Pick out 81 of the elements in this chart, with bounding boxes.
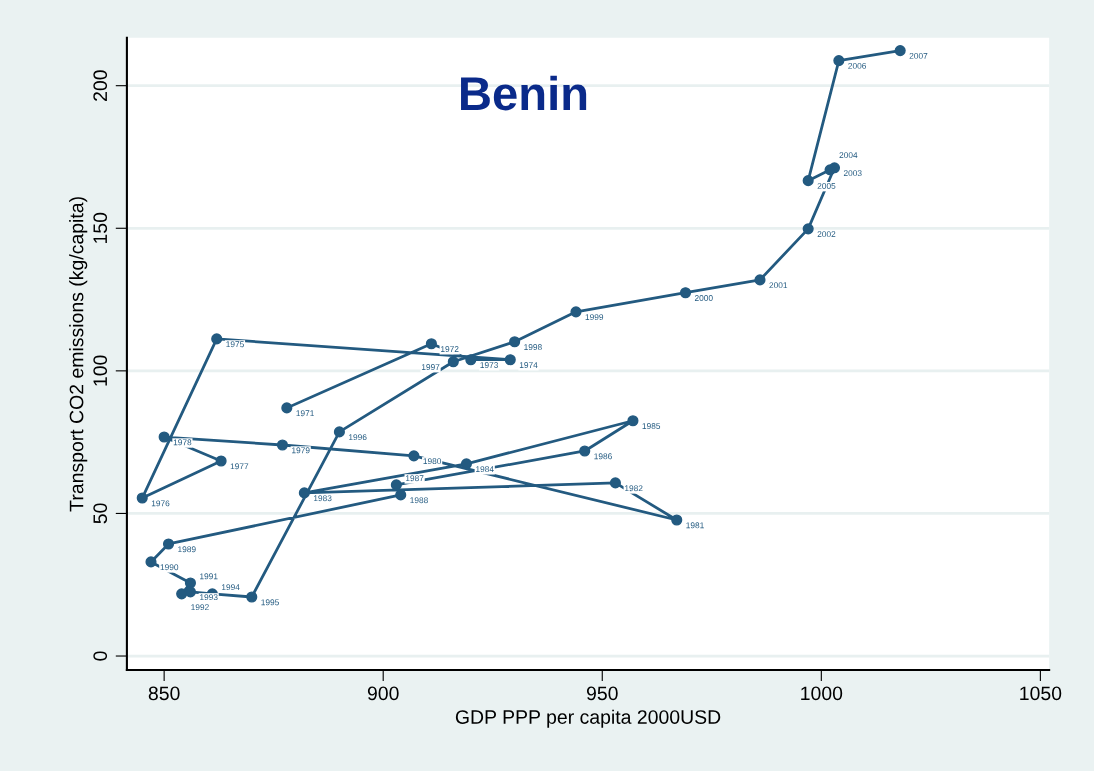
point bbox=[447, 356, 459, 368]
annotation: 1996 bbox=[349, 434, 367, 441]
point bbox=[504, 354, 516, 366]
x-axis-title: GDP PPP per capita 2000USD bbox=[455, 709, 721, 728]
annotation: 1978 bbox=[173, 439, 192, 446]
annotation: 1993 bbox=[200, 594, 218, 601]
point bbox=[333, 426, 345, 438]
point bbox=[802, 223, 814, 235]
point bbox=[465, 354, 477, 366]
annotation: 1971 bbox=[296, 410, 314, 417]
point bbox=[136, 492, 148, 504]
point bbox=[298, 487, 310, 499]
annotation: 1999 bbox=[585, 314, 604, 321]
x-tick-label: 1050 bbox=[1020, 686, 1062, 701]
annotation: 2002 bbox=[817, 231, 836, 238]
point bbox=[802, 175, 814, 187]
point bbox=[627, 415, 639, 427]
text: Benin bbox=[461, 75, 587, 111]
annotation: 1994 bbox=[221, 584, 240, 591]
point bbox=[833, 55, 845, 67]
annotation: 1972 bbox=[441, 346, 459, 352]
annotation: 1998 bbox=[524, 344, 542, 351]
point bbox=[570, 306, 582, 318]
annotation: 1973 bbox=[480, 362, 498, 368]
annotation: 2000 bbox=[694, 295, 713, 301]
point bbox=[679, 287, 692, 299]
y-tick-label: 150 bbox=[93, 212, 108, 244]
annotation: 2003 bbox=[843, 170, 862, 177]
x-tick-label: 900 bbox=[367, 686, 399, 701]
y-tick-label: 200 bbox=[93, 70, 108, 101]
annotation: 1981 bbox=[686, 522, 704, 529]
annotation: 1992 bbox=[191, 604, 209, 611]
annotation: 1982 bbox=[625, 485, 643, 492]
annotation: 1986 bbox=[594, 453, 612, 460]
annotation: 2005 bbox=[817, 182, 836, 189]
point bbox=[579, 445, 591, 457]
annotation: 1983 bbox=[313, 495, 332, 502]
annotation: 1979 bbox=[292, 447, 310, 454]
annotation: 1988 bbox=[410, 497, 428, 504]
annotation: 2004 bbox=[839, 152, 858, 159]
point bbox=[408, 450, 420, 462]
point bbox=[211, 333, 223, 345]
point bbox=[246, 591, 258, 603]
point bbox=[460, 458, 473, 470]
annotation: 2006 bbox=[848, 62, 867, 69]
x-tick-label: 850 bbox=[148, 686, 180, 701]
point bbox=[509, 336, 521, 348]
annotation: 1990 bbox=[160, 564, 179, 571]
y-axis-title: Transport CO2 emissions (kg/capita) bbox=[69, 197, 88, 512]
point bbox=[215, 455, 227, 467]
x-tick-label: 950 bbox=[586, 686, 618, 701]
x-tick-label: 1000 bbox=[801, 686, 843, 701]
point bbox=[276, 439, 288, 451]
point bbox=[281, 402, 293, 414]
annotation: 1975 bbox=[226, 341, 244, 348]
point bbox=[162, 538, 175, 550]
annotation: 1991 bbox=[200, 573, 218, 580]
annotation: 1989 bbox=[178, 546, 196, 553]
annotation: 1980 bbox=[423, 458, 442, 465]
point bbox=[824, 164, 836, 176]
y-tick-label: 0 bbox=[93, 651, 108, 661]
point bbox=[609, 477, 621, 489]
annotation: 1995 bbox=[261, 599, 279, 606]
y-tick-label: 50 bbox=[93, 503, 108, 524]
annotation: 1985 bbox=[642, 423, 661, 429]
point bbox=[671, 514, 683, 526]
point bbox=[176, 588, 188, 600]
point bbox=[754, 274, 766, 286]
point bbox=[425, 338, 437, 350]
point bbox=[158, 431, 170, 443]
annotation: 1974 bbox=[519, 362, 538, 368]
annotation: 1976 bbox=[151, 500, 170, 507]
point bbox=[894, 45, 906, 57]
annotation: 1977 bbox=[230, 463, 249, 470]
point bbox=[145, 556, 157, 568]
annotation: 1987 bbox=[405, 475, 424, 482]
y-tick-label: 100 bbox=[93, 355, 108, 386]
annotation: 2001 bbox=[769, 282, 788, 289]
annotation: 1997 bbox=[421, 364, 440, 370]
annotation: 1984 bbox=[476, 466, 494, 473]
annotation: 2007 bbox=[909, 52, 928, 59]
